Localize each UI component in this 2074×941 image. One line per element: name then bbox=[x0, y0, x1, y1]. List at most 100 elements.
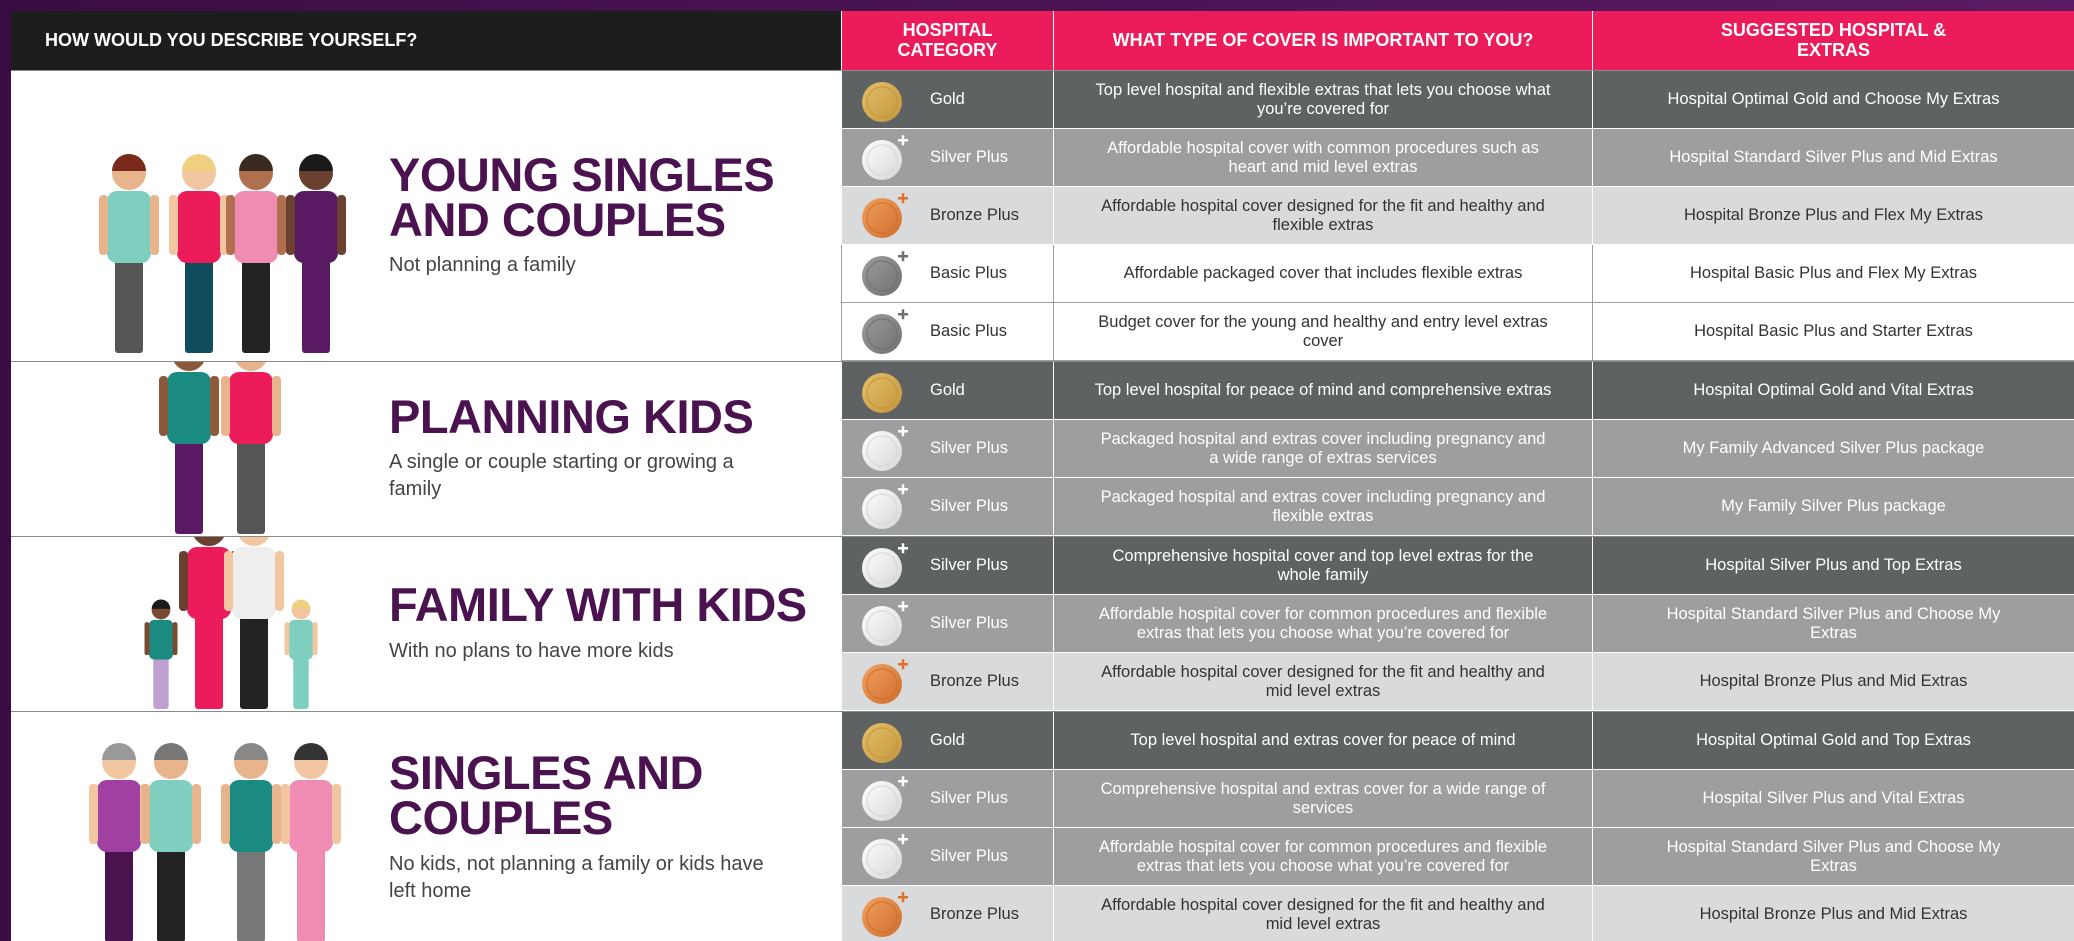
medal-outer bbox=[862, 896, 902, 937]
person-torso bbox=[187, 547, 231, 619]
medal-icon bbox=[862, 891, 908, 937]
cover-cell: Affordable hospital cover for common pro… bbox=[1053, 595, 1592, 652]
medal-inner bbox=[866, 434, 898, 467]
person-hair bbox=[102, 743, 136, 760]
suggested-cell: Hospital Silver Plus and Vital Extras bbox=[1592, 770, 2074, 827]
medal-outer bbox=[862, 139, 902, 180]
cover-cell: Comprehensive hospital cover and top lev… bbox=[1053, 537, 1592, 594]
category-cell: Basic Plus bbox=[841, 303, 1053, 360]
person bbox=[159, 362, 219, 534]
person-legs bbox=[240, 609, 268, 709]
person-torso bbox=[97, 780, 141, 852]
category-cell: Gold bbox=[841, 71, 1053, 128]
person-head bbox=[174, 362, 204, 371]
medal-icon bbox=[862, 81, 902, 122]
person-legs bbox=[105, 842, 133, 941]
plus-v bbox=[901, 833, 905, 844]
medal-inner bbox=[866, 842, 898, 875]
medal-icon bbox=[862, 250, 908, 296]
category-label: Bronze Plus bbox=[930, 905, 1019, 923]
medal-outer bbox=[862, 605, 902, 646]
category-cell: Bronze Plus bbox=[841, 653, 1053, 710]
person-arm bbox=[332, 784, 341, 844]
person-hair bbox=[299, 154, 333, 171]
medal-outer bbox=[862, 780, 902, 821]
suggested-cell: My Family Silver Plus package bbox=[1592, 478, 2074, 535]
table-row: Silver Plus Comprehensive hospital and ex… bbox=[841, 770, 2074, 828]
person bbox=[284, 599, 318, 709]
category-label: Gold bbox=[930, 381, 965, 399]
plus-v bbox=[901, 308, 905, 319]
person-torso bbox=[289, 780, 333, 852]
cover-cell: Budget cover for the young and healthy a… bbox=[1053, 303, 1592, 360]
medal-inner bbox=[866, 900, 898, 933]
medal-inner bbox=[866, 259, 898, 292]
group-title: PLANNING KIDS bbox=[389, 389, 754, 443]
person-arm bbox=[221, 784, 230, 844]
medal-icon bbox=[862, 308, 908, 354]
medal-outer bbox=[862, 372, 902, 413]
group-description: SINGLES AND COUPLES No kids, not planning… bbox=[11, 712, 841, 941]
suggested-cell: Hospital Optimal Gold and Choose My Extr… bbox=[1592, 71, 2074, 128]
suggested-cell: Hospital Optimal Gold and Top Extras bbox=[1592, 712, 2074, 769]
person-torso bbox=[148, 619, 174, 660]
person-arm bbox=[277, 195, 286, 255]
medal-icon bbox=[862, 483, 908, 529]
medal-inner bbox=[866, 492, 898, 525]
person-arm bbox=[272, 376, 281, 436]
table-row: Bronze Plus Affordable hospital cover des… bbox=[841, 886, 2074, 941]
group: SINGLES AND COUPLES No kids, not planning… bbox=[11, 711, 2074, 941]
table-row: Silver Plus Affordable hospital cover wit… bbox=[841, 129, 2074, 187]
plus-v bbox=[901, 134, 905, 145]
cover-cell: Affordable hospital cover for common pro… bbox=[1053, 828, 1592, 885]
group-rows: Gold Top level hospital and flexible extr… bbox=[841, 71, 2074, 361]
cover-cell: Affordable hospital cover with common pr… bbox=[1053, 129, 1592, 186]
category-label: Silver Plus bbox=[930, 789, 1008, 807]
person-legs bbox=[185, 253, 213, 353]
medal-icon bbox=[862, 542, 908, 588]
suggested-cell: Hospital Basic Plus and Starter Extras bbox=[1592, 303, 2074, 360]
person bbox=[89, 743, 149, 941]
category-cell: Silver Plus bbox=[841, 595, 1053, 652]
person-torso bbox=[229, 372, 273, 444]
category-cell: Bronze Plus bbox=[841, 886, 1053, 941]
person-arm bbox=[224, 551, 233, 611]
person-head bbox=[239, 537, 269, 546]
group-description: YOUNG SINGLES AND COUPLES Not planning a … bbox=[11, 71, 841, 361]
cover-cell: Affordable packaged cover that includes … bbox=[1053, 245, 1592, 302]
group-subtitle: Not planning a family bbox=[389, 254, 576, 277]
medal-icon bbox=[862, 134, 908, 180]
plus-v bbox=[901, 775, 905, 786]
group-title: FAMILY WITH KIDS bbox=[389, 578, 807, 632]
medal-inner bbox=[866, 667, 898, 700]
person-hair bbox=[112, 154, 146, 171]
person-arm bbox=[284, 622, 290, 656]
illustration bbox=[159, 362, 281, 534]
suggested-cell: Hospital Standard Silver Plus and Mid Ex… bbox=[1592, 129, 2074, 186]
person bbox=[99, 154, 159, 353]
cover-cell: Top level hospital for peace of mind and… bbox=[1053, 362, 1592, 419]
person-torso bbox=[294, 191, 338, 263]
category-label: Basic Plus bbox=[930, 264, 1008, 282]
plus-v bbox=[901, 483, 905, 494]
cover-cell: Packaged hospital and extras cover inclu… bbox=[1053, 420, 1592, 477]
group-text: PLANNING KIDS A single or couple starting… bbox=[389, 362, 789, 536]
medal-icon bbox=[862, 833, 908, 879]
person-arm bbox=[169, 195, 178, 255]
medal-icon bbox=[862, 425, 908, 471]
medal-icon bbox=[862, 722, 902, 763]
person bbox=[169, 154, 229, 353]
category-label: Bronze Plus bbox=[930, 672, 1019, 690]
person-torso bbox=[177, 191, 221, 263]
group-rows: Gold Top level hospital and extras cover … bbox=[841, 712, 2074, 941]
medal-inner bbox=[866, 609, 898, 642]
category-label: Gold bbox=[930, 90, 965, 108]
person-hair bbox=[182, 154, 216, 171]
person-head bbox=[236, 362, 266, 371]
suggested-cell: Hospital Silver Plus and Top Extras bbox=[1592, 537, 2074, 594]
header-cover: WHAT TYPE OF COVER IS IMPORTANT TO YOU? bbox=[1053, 11, 1592, 70]
person-arm bbox=[281, 784, 290, 844]
table-row: Basic Plus Budget cover for the young and… bbox=[841, 303, 2074, 361]
